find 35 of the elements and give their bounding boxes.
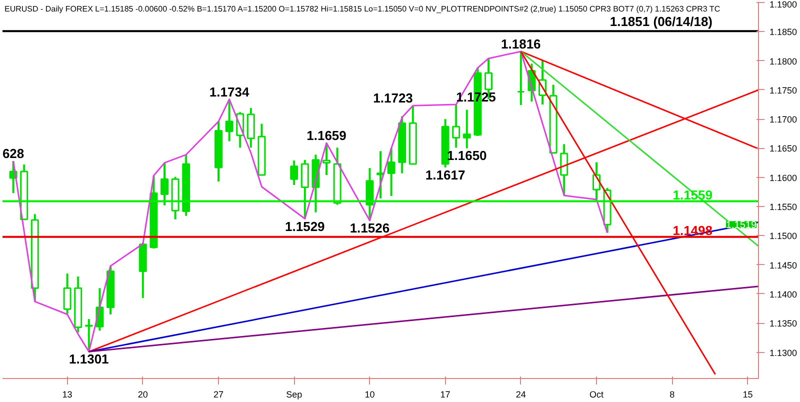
y-tick-label: 1.1900: [770, 0, 798, 10]
annotation: 1.1617: [425, 167, 466, 182]
annotation: 1.1526: [350, 220, 390, 236]
y-tick-label: 1.1500: [770, 231, 798, 242]
annotation: 1.1816: [501, 36, 541, 52]
annotation: 1.1659: [306, 128, 346, 143]
annotation: 1.1301: [69, 352, 109, 367]
y-tick-label: 1.1450: [770, 260, 798, 270]
x-tick-label: 15: [742, 390, 753, 400]
ref-line-label: 1.1498: [672, 222, 713, 238]
y-tick-label: 1.1400: [770, 289, 798, 300]
x-tick-label: 13: [62, 390, 72, 400]
y-tick-label: 1.1800: [770, 56, 798, 66]
annotation: 1.1529: [285, 218, 325, 234]
chart-title: EURUSD - Daily FOREX L=1.15185 -0.00600 -0.52% B=1.15170 A=1.15200 O=1.15782 Hi=1.15815 Lo=1.15050 V=0 NV_PLOTTRENDPOINTS#2 (2,true) 1.15050 CPR3 BOT7 (0,7) 1.15263 CPR3 TC: [4, 4, 720, 14]
y-tick-label: 1.1550: [770, 202, 798, 212]
x-tick-label: 24: [516, 390, 526, 400]
y-tick-label: 1.1300: [770, 348, 798, 358]
x-tick-label: 20: [138, 390, 148, 400]
y-tick-label: 1.1650: [770, 144, 798, 154]
x-tick-label: Oct: [590, 390, 604, 400]
x-tick-label: 10: [364, 390, 375, 400]
x-tick-label: Sep: [286, 390, 302, 400]
annotation: 1.1723: [373, 90, 413, 106]
x-tick-label: 17: [440, 390, 450, 400]
y-tick-label: 1.1700: [770, 114, 798, 125]
y-tick-label: 1.1850: [770, 27, 798, 38]
annotation: 628: [2, 146, 24, 162]
x-tick-label: 8: [670, 390, 675, 400]
x-tick-label: 27: [213, 390, 224, 400]
y-tick-label: 1.1750: [770, 85, 798, 96]
y-tick-label: 1.1600: [770, 172, 798, 183]
y-tick-label: 1.1350: [770, 318, 798, 329]
annotation: 1.1734: [209, 84, 250, 100]
ref-line-label: 1.1851 (06/14/18): [610, 14, 713, 30]
